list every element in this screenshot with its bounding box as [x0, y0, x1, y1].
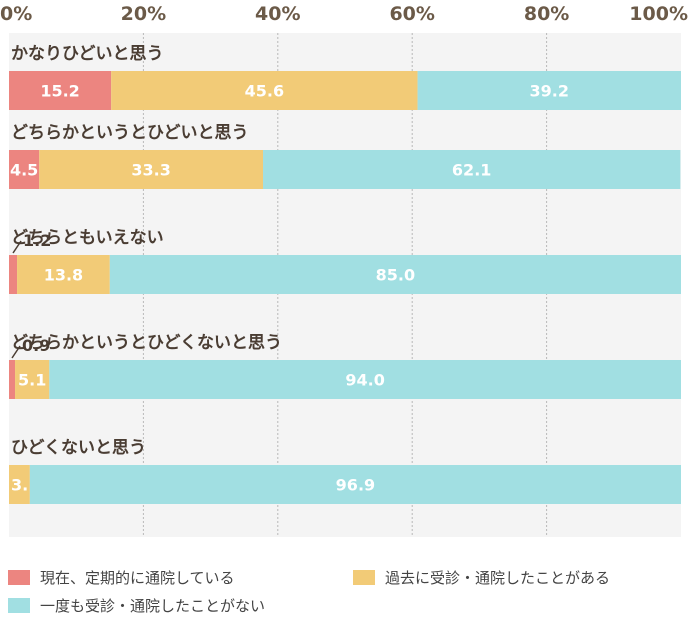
- data-label: 85.0: [376, 266, 415, 285]
- data-label: 45.6: [245, 82, 284, 101]
- x-tick-label: 0%: [0, 3, 32, 25]
- category-label: どちらかというとひどくないと思う: [11, 333, 282, 353]
- data-label: 33.3: [131, 161, 170, 180]
- legend: 現在、定期的に通院している 過去に受診・通院したことがある 一度も受診・通院した…: [8, 564, 690, 618]
- bar-segment: [9, 360, 16, 399]
- data-label: 94.0: [345, 371, 384, 390]
- x-tick-label: 40%: [255, 3, 300, 25]
- data-label: 4.5: [10, 161, 38, 180]
- legend-label-never: 一度も受診・通院したことがない: [40, 597, 266, 615]
- bar-segment: [263, 150, 681, 189]
- bar-segment: [9, 150, 40, 189]
- category-label: かなりひどいと思う: [11, 44, 164, 64]
- data-label: 13.8: [44, 266, 83, 285]
- legend-swatch-never: [8, 598, 30, 613]
- data-label: 39.2: [530, 82, 569, 101]
- category-label: ひどくないと思う: [11, 438, 146, 458]
- data-label: 5.1: [18, 371, 46, 390]
- data-label-leader: [12, 240, 22, 254]
- category-label: どちらかというとひどいと思う: [11, 123, 249, 143]
- bar-segment: [109, 255, 682, 294]
- data-label: 1.2: [23, 231, 51, 250]
- legend-item-past: 過去に受診・通院したことがある: [353, 567, 610, 588]
- x-tick-label: 60%: [389, 3, 434, 25]
- bar-segment: [39, 150, 264, 189]
- x-tick-label: 100%: [629, 3, 688, 25]
- legend-label-past: 過去に受診・通院したことがある: [385, 569, 611, 587]
- data-label: 0.9: [22, 336, 50, 355]
- bar-segment: [9, 71, 112, 110]
- category-label: どちらともいえない: [11, 228, 164, 248]
- x-tick-label: 80%: [524, 3, 569, 25]
- legend-item-never: 一度も受診・通院したことがない: [8, 595, 265, 616]
- legend-item-current: 現在、定期的に通院している: [8, 567, 235, 588]
- data-label: 15.2: [40, 82, 79, 101]
- legend-label-current: 現在、定期的に通院している: [40, 569, 235, 587]
- bar-segment: [9, 255, 18, 294]
- bar-segment: [9, 465, 30, 504]
- bar-segment: [17, 255, 110, 294]
- bar-segment: [49, 360, 681, 399]
- data-label: 96.9: [336, 476, 375, 495]
- data-label: 62.1: [452, 161, 491, 180]
- legend-swatch-current: [8, 570, 30, 585]
- bar-segment: [15, 360, 50, 399]
- bar-segment: [111, 71, 418, 110]
- data-label-leader: [11, 345, 21, 359]
- bar-segment: [417, 71, 681, 110]
- bar-segment: [29, 465, 681, 504]
- legend-swatch-past: [353, 570, 375, 585]
- x-tick-label: 20%: [121, 3, 166, 25]
